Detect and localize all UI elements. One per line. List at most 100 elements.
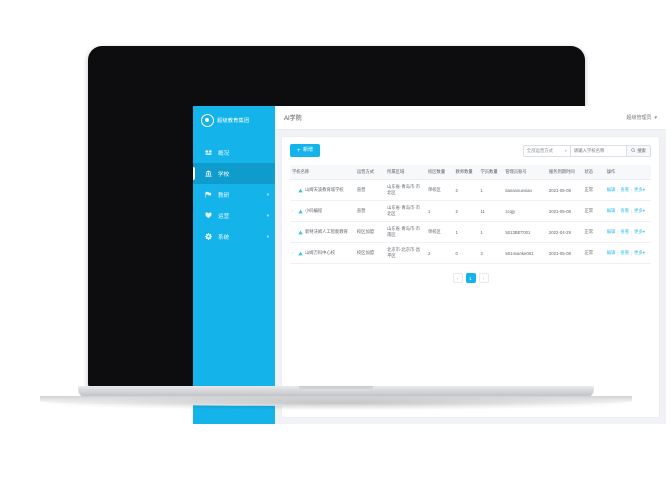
admin-dashboard-app: 超级教育集团 概况 学校 (193, 106, 666, 424)
column-header-ops: 操作 (604, 165, 651, 180)
sidebar-item-overview[interactable]: 概况 (193, 142, 275, 163)
cell-teacher-count: 0 (453, 242, 479, 264)
school-name-label: 新特沃姆人工智能教育 (305, 229, 348, 234)
laptop-lid: 超级教育集团 概况 学校 (88, 46, 666, 424)
edit-link[interactable]: 编辑 (606, 229, 616, 234)
edit-link[interactable]: 编辑 (606, 250, 616, 255)
user-menu[interactable]: 超级管理员 ▾ (626, 114, 657, 122)
cell-admin-account: zcqjy (503, 200, 547, 222)
cell-status: 正常 (582, 179, 605, 201)
gear-icon (205, 233, 212, 240)
cell-operation-mode: 校区加盟 (354, 221, 386, 243)
sidebar-item-school[interactable]: 学校 (193, 163, 275, 184)
sidebar-item-label: 学校 (218, 171, 230, 178)
cell-school-name: › 山姆万科中心校 (290, 242, 355, 264)
cell-admin-account: 5013BET001 (503, 221, 547, 243)
table-toolbar: + 新增 全部运营方式 ▾ (290, 144, 651, 157)
cell-operation-mode: 直营 (354, 200, 386, 222)
cell-campus-count: 1 (425, 200, 454, 222)
column-header-campus: 校区数量 (425, 165, 454, 180)
ops-separator: | (617, 250, 619, 256)
sidebar-item-label: 教研 (218, 192, 230, 199)
laptop-base (78, 386, 594, 398)
table-row[interactable]: › 小码编程 直营 山东省·青岛市·市北区 1 2 11 zcqjy 2021-05-08 正常编… (290, 200, 651, 222)
edit-link[interactable]: 编辑 (606, 208, 616, 213)
view-link[interactable]: 查看 (620, 187, 629, 192)
sidebar-item-label: 运营 (218, 213, 230, 220)
table-row[interactable]: › 山姆万科中心校 校区加盟 北京市·北京市·昌平区 2 0 2 5014vanke001 20… (290, 242, 651, 264)
dashboard-icon (205, 149, 212, 156)
heart-icon (205, 212, 212, 219)
more-link[interactable]: 更多▾ (634, 187, 645, 192)
cell-campus-count: 单校区 (425, 221, 454, 243)
view-link[interactable]: 查看 (620, 250, 629, 255)
cell-status: 正常 (582, 200, 605, 222)
column-header-expire: 服务到期时间 (546, 165, 583, 180)
sidebar-item-label: 系统 (218, 234, 230, 241)
sidebar-nav: 概况 学校 教研 ▾ (193, 142, 275, 247)
operation-mode-select[interactable]: 全部运营方式 ▾ (522, 144, 571, 157)
pagination-next[interactable]: › (478, 273, 489, 283)
pagination: ‹ 1 › (290, 273, 651, 283)
cell-operation-mode: 直营 (354, 179, 386, 201)
school-list-card: + 新增 全部运营方式 ▾ (282, 137, 659, 417)
sidebar-item-operations[interactable]: 运营 ▾ (193, 205, 275, 226)
add-button[interactable]: + 新增 (290, 144, 321, 157)
column-header-name: 学校名称 (290, 165, 355, 180)
cell-operations: 编辑 | 查看 | 更多▾ (604, 242, 651, 264)
cell-teacher-count: 2 (453, 200, 479, 222)
school-triangle-icon (298, 209, 303, 214)
search-button[interactable]: 搜索 (626, 144, 651, 157)
cell-operation-mode: 校区加盟 (354, 242, 386, 264)
more-link[interactable]: 更多▾ (634, 229, 645, 234)
pagination-page-1[interactable]: 1 (465, 273, 476, 283)
school-triangle-icon (298, 188, 303, 193)
school-triangle-icon (298, 251, 303, 256)
cell-operations: 编辑 | 查看 | 更多▾ (604, 200, 651, 222)
table-row[interactable]: 山姆天波教育城学校 直营 山东省·青岛市·市北区 单校区 2 1 tiananxuexiao… (290, 179, 651, 201)
operation-mode-select-value: 全部运营方式 (526, 147, 554, 153)
sidebar-item-research[interactable]: 教研 ▾ (193, 184, 275, 205)
row-expand-icon[interactable]: › (292, 250, 294, 255)
view-link[interactable]: 查看 (620, 229, 629, 234)
ops-separator: | (631, 250, 633, 256)
cell-admin-account: 5014vanke001 (503, 242, 547, 264)
sidebar-item-system[interactable]: 系统 ▾ (193, 226, 275, 247)
user-name-label: 超级管理员 (626, 115, 652, 121)
cell-campus-count: 单校区 (425, 179, 454, 201)
circle-target-icon (201, 113, 214, 127)
cell-expire-date: 2021-05-08 (546, 200, 583, 222)
cell-region: 北京市·北京市·昌平区 (385, 242, 426, 264)
column-header-account: 管理员账号 (503, 165, 547, 180)
cell-school-name: 新特沃姆人工智能教育 (290, 221, 355, 243)
search-input[interactable] (570, 144, 627, 157)
column-header-students: 学员数量 (478, 165, 504, 180)
cell-admin-account: tiananxuexiao (503, 179, 547, 201)
laptop-notch (298, 386, 373, 391)
school-table: 学校名称 运营方式 所属区域 校区数量 教师数量 学员数量 管理员账号 服务到期… (290, 165, 651, 264)
cell-operations: 编辑 | 查看 | 更多▾ (604, 221, 651, 243)
more-link[interactable]: 更多▾ (634, 208, 645, 213)
row-expand-icon[interactable]: › (292, 208, 294, 213)
content-region: + 新增 全部运营方式 ▾ (275, 130, 666, 424)
ops-separator: | (617, 187, 619, 193)
laptop-shadow (36, 396, 636, 410)
view-link[interactable]: 查看 (620, 208, 629, 213)
page-title: AI学院 (284, 116, 302, 122)
ops-separator: | (631, 208, 633, 214)
more-link[interactable]: 更多▾ (634, 250, 645, 255)
table-row[interactable]: 新特沃姆人工智能教育 校区加盟 山东省·青岛市·市南区 单校区 1 1 5013BET001… (290, 221, 651, 243)
sidebar-logo[interactable]: 超级教育集团 (193, 106, 275, 134)
chevron-down-icon: ▾ (564, 148, 567, 153)
school-name-label: 山姆天波教育城学校 (305, 187, 344, 192)
cell-campus-count: 2 (425, 242, 454, 264)
pagination-prev[interactable]: ‹ (452, 273, 463, 283)
laptop-base-foot (40, 396, 632, 406)
edit-link[interactable]: 编辑 (606, 187, 616, 192)
cell-teacher-count: 1 (453, 221, 479, 243)
school-name-label: 山姆万科中心校 (305, 250, 336, 255)
laptop-screen: 超级教育集团 概况 学校 (193, 106, 666, 424)
cell-student-count: 1 (478, 179, 504, 201)
cell-operations: 编辑 | 查看 | 更多▾ (604, 179, 651, 201)
